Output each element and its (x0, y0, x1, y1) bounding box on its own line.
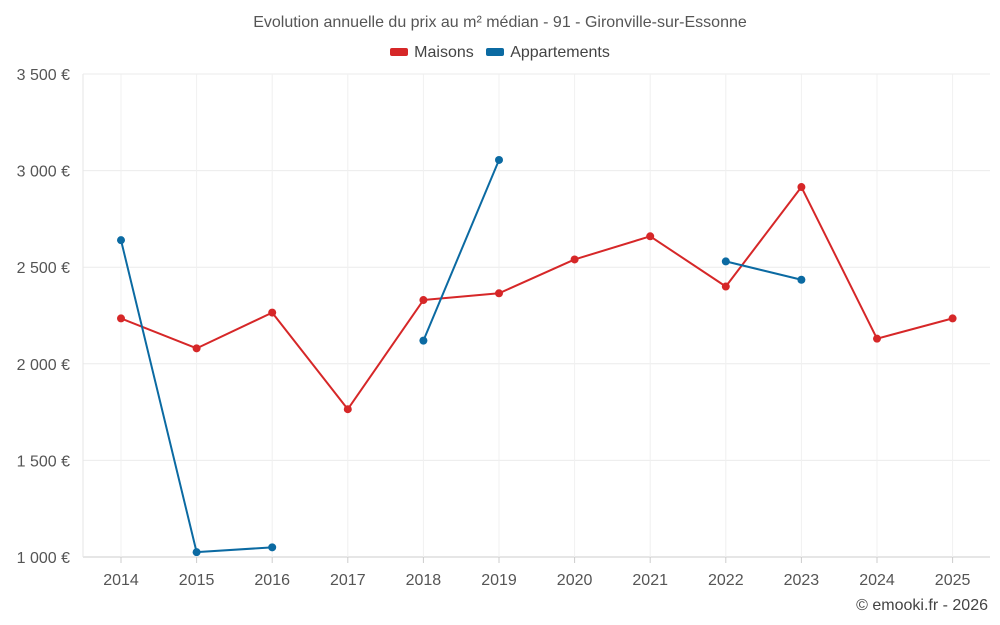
x-tick-label: 2016 (254, 572, 290, 589)
y-tick-label: 3 000 € (17, 164, 70, 181)
y-tick-label: 3 500 € (17, 67, 70, 84)
x-tick-label: 2014 (103, 572, 139, 589)
x-tick-label: 2024 (859, 572, 895, 589)
data-point-appartements-2019[interactable] (495, 155, 503, 164)
y-tick-label: 2 500 € (17, 260, 70, 277)
x-tick-label: 2023 (784, 572, 820, 589)
data-point-appartements-2022[interactable] (721, 257, 730, 266)
legend-item-appartements[interactable]: Appartements (486, 44, 610, 62)
legend-label-appartements: Appartements (510, 44, 610, 61)
legend-item-maisons[interactable]: Maisons (390, 44, 474, 62)
data-point-maisons-2018[interactable] (419, 296, 428, 305)
data-point-maisons-2015[interactable] (192, 344, 201, 353)
data-point-appartements-2023[interactable] (797, 275, 806, 284)
data-point-maisons-2022[interactable] (721, 282, 730, 291)
series-line-appartements (725, 260, 802, 281)
x-tick-label: 2019 (481, 572, 517, 589)
chart-title: Evolution annuelle du prix au m² médian … (253, 14, 747, 31)
legend-swatch-maisons (390, 47, 409, 56)
x-tick-label: 2017 (330, 572, 366, 589)
data-point-appartements-2018[interactable] (419, 336, 428, 345)
gridlines (83, 73, 990, 558)
data-point-maisons-2024[interactable] (873, 334, 881, 343)
legend: Maisons Appartements (0, 44, 1000, 62)
y-tick-label: 1 000 € (17, 550, 70, 567)
data-point-maisons-2021[interactable] (646, 232, 655, 241)
x-tick-label: 2021 (632, 572, 668, 589)
data-point-appartements-2014[interactable] (117, 236, 125, 245)
legend-label-maisons: Maisons (414, 44, 474, 61)
x-tick-label: 2022 (708, 572, 744, 589)
y-tick-label: 1 500 € (17, 453, 70, 470)
data-point-maisons-2025[interactable] (948, 314, 957, 323)
data-point-maisons-2014[interactable] (117, 314, 125, 323)
y-tick-label: 2 000 € (17, 357, 70, 374)
x-tick-label: 2018 (406, 572, 442, 589)
series-layer (117, 155, 957, 557)
credit-text: © emooki.fr - 2026 (856, 597, 988, 614)
x-tick-label: 2025 (935, 572, 971, 589)
legend-swatch-appartements (486, 47, 505, 56)
data-point-maisons-2017[interactable] (343, 405, 352, 414)
axes: 1 000 € 1 500 € 2 000 € 2 500 € 3 000 € 3 500… (17, 67, 971, 589)
data-point-appartements-2016[interactable] (268, 543, 277, 552)
x-tick-label: 2020 (557, 572, 593, 589)
series-line-maisons (120, 186, 953, 411)
data-point-appartements-2015[interactable] (192, 548, 201, 557)
series-line-appartements (422, 159, 500, 342)
data-point-maisons-2023[interactable] (797, 183, 806, 192)
data-point-maisons-2020[interactable] (570, 255, 579, 264)
data-point-maisons-2019[interactable] (495, 289, 503, 298)
x-tick-label: 2015 (179, 572, 215, 589)
data-point-maisons-2016[interactable] (268, 308, 277, 317)
